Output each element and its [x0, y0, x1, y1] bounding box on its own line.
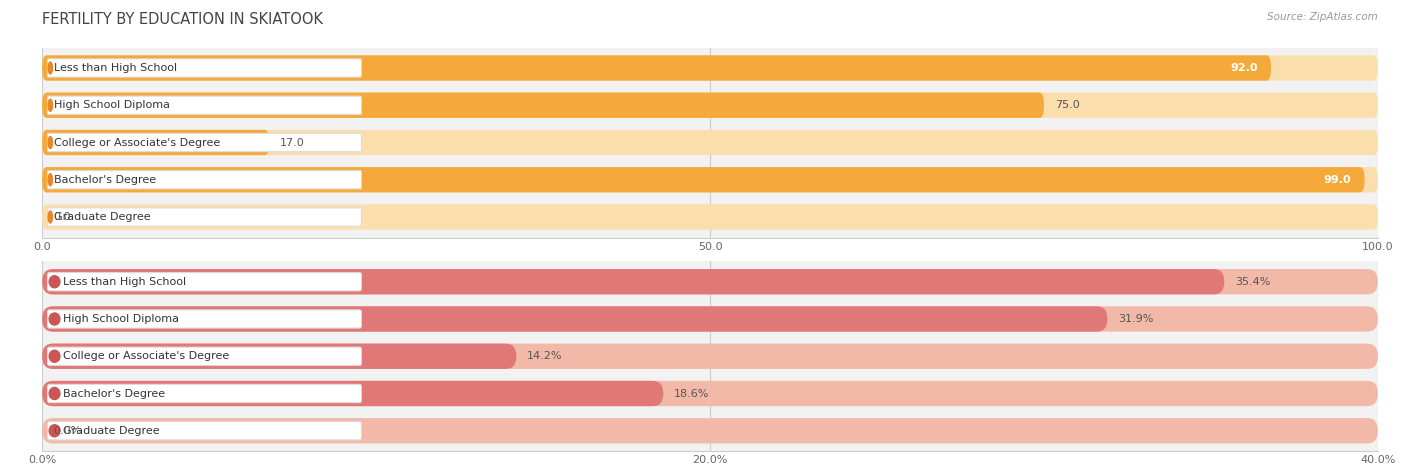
FancyBboxPatch shape	[48, 208, 361, 226]
Circle shape	[49, 388, 60, 399]
FancyBboxPatch shape	[42, 130, 269, 155]
FancyBboxPatch shape	[42, 343, 516, 369]
Circle shape	[48, 62, 52, 74]
Text: Less than High School: Less than High School	[53, 63, 177, 73]
Text: Source: ZipAtlas.com: Source: ZipAtlas.com	[1267, 12, 1378, 22]
FancyBboxPatch shape	[42, 93, 1043, 118]
Text: Less than High School: Less than High School	[63, 277, 186, 287]
Text: 14.2%: 14.2%	[527, 351, 562, 361]
FancyBboxPatch shape	[42, 204, 1378, 230]
Text: 92.0: 92.0	[1230, 63, 1257, 73]
FancyBboxPatch shape	[48, 273, 361, 291]
FancyBboxPatch shape	[42, 306, 1378, 332]
Text: 0.0: 0.0	[53, 212, 70, 222]
FancyBboxPatch shape	[48, 59, 361, 77]
Text: College or Associate's Degree: College or Associate's Degree	[63, 351, 229, 361]
FancyBboxPatch shape	[42, 418, 1378, 444]
FancyBboxPatch shape	[42, 343, 1378, 369]
Text: 0.0%: 0.0%	[53, 426, 82, 436]
Circle shape	[48, 136, 52, 149]
FancyBboxPatch shape	[42, 381, 664, 406]
FancyBboxPatch shape	[48, 310, 361, 328]
FancyBboxPatch shape	[42, 55, 1271, 81]
Circle shape	[48, 211, 52, 223]
Circle shape	[48, 174, 52, 186]
Circle shape	[49, 276, 60, 288]
Text: High School Diploma: High School Diploma	[53, 100, 170, 110]
Text: College or Associate's Degree: College or Associate's Degree	[53, 137, 219, 148]
FancyBboxPatch shape	[48, 347, 361, 365]
Text: 31.9%: 31.9%	[1118, 314, 1153, 324]
Text: Graduate Degree: Graduate Degree	[53, 212, 150, 222]
Text: High School Diploma: High School Diploma	[63, 314, 179, 324]
FancyBboxPatch shape	[48, 422, 361, 440]
FancyBboxPatch shape	[42, 167, 1378, 192]
Text: Bachelor's Degree: Bachelor's Degree	[63, 389, 165, 399]
Text: 35.4%: 35.4%	[1234, 277, 1271, 287]
FancyBboxPatch shape	[48, 384, 361, 403]
Circle shape	[49, 313, 60, 325]
FancyBboxPatch shape	[48, 133, 361, 152]
Circle shape	[49, 350, 60, 362]
FancyBboxPatch shape	[42, 93, 1378, 118]
FancyBboxPatch shape	[42, 167, 1364, 192]
Circle shape	[49, 425, 60, 437]
Text: 75.0: 75.0	[1054, 100, 1080, 110]
Text: 18.6%: 18.6%	[673, 389, 710, 399]
Text: FERTILITY BY EDUCATION IN SKIATOOK: FERTILITY BY EDUCATION IN SKIATOOK	[42, 12, 323, 27]
FancyBboxPatch shape	[42, 269, 1378, 294]
Text: 17.0: 17.0	[280, 137, 305, 148]
FancyBboxPatch shape	[42, 55, 1378, 81]
Circle shape	[48, 99, 52, 111]
FancyBboxPatch shape	[48, 96, 361, 114]
Text: Graduate Degree: Graduate Degree	[63, 426, 159, 436]
FancyBboxPatch shape	[42, 130, 1378, 155]
FancyBboxPatch shape	[48, 171, 361, 189]
FancyBboxPatch shape	[42, 306, 1108, 332]
Text: Bachelor's Degree: Bachelor's Degree	[53, 175, 156, 185]
FancyBboxPatch shape	[42, 381, 1378, 406]
Text: 99.0: 99.0	[1323, 175, 1351, 185]
FancyBboxPatch shape	[42, 269, 1225, 294]
